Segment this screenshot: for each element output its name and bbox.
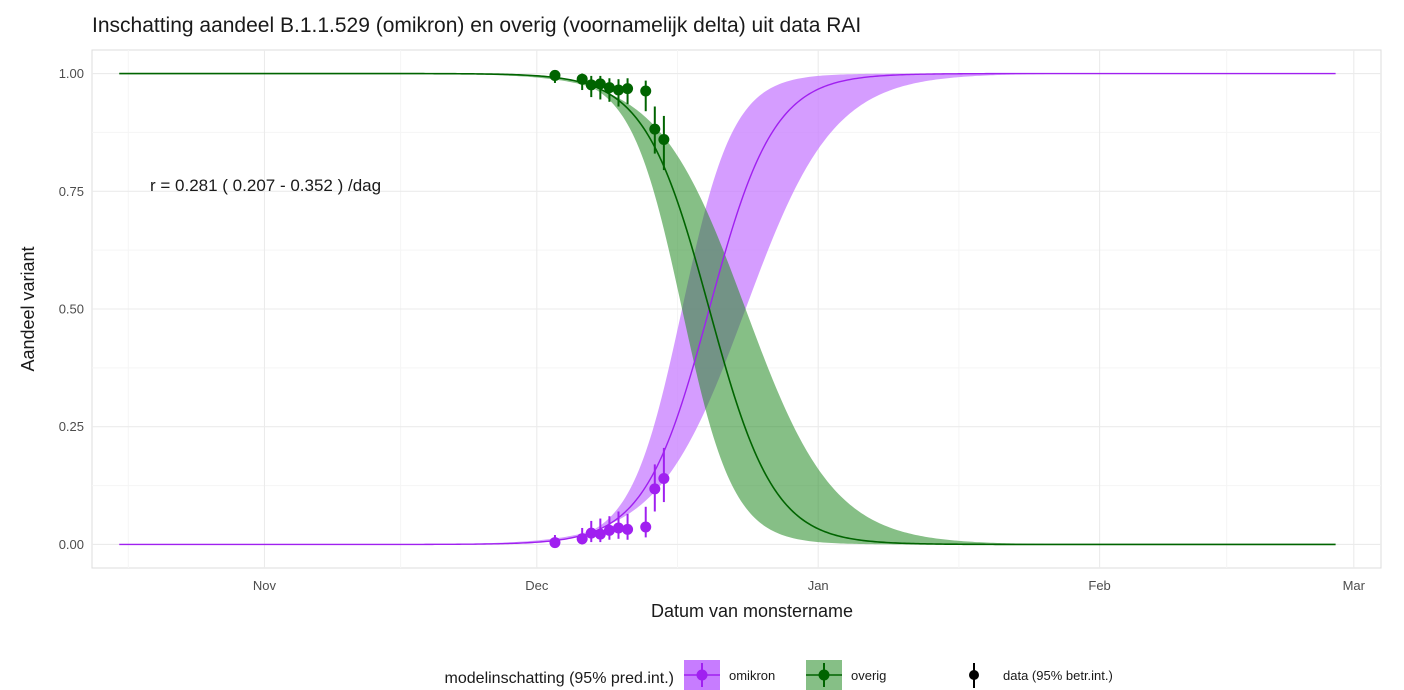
- point-overig: [585, 79, 597, 91]
- legend: modelinschatting (95% pred.int.) omikron…: [445, 660, 1113, 690]
- y-tick-label: 0.25: [59, 419, 84, 434]
- x-tick-label: Nov: [253, 578, 277, 593]
- data-points: [549, 69, 670, 549]
- point-omikron: [585, 527, 597, 539]
- point-omikron: [612, 522, 624, 534]
- y-tick-labels: 0.00 0.25 0.50 0.75 1.00: [59, 66, 84, 552]
- x-tick-label: Jan: [808, 578, 829, 593]
- point-omikron: [622, 523, 634, 535]
- point-overig: [612, 84, 624, 96]
- x-tick-labels: Nov Dec Jan Feb Mar: [253, 578, 1366, 593]
- legend-label-omikron: omikron: [729, 668, 775, 683]
- x-axis-label: Datum van monstername: [651, 601, 853, 621]
- point-omikron: [658, 473, 670, 485]
- point-overig: [649, 123, 661, 135]
- y-tick-label: 0.00: [59, 537, 84, 552]
- y-tick-label: 0.50: [59, 302, 84, 317]
- point-overig: [622, 83, 634, 95]
- curve-omikron: [119, 72, 1336, 546]
- legend-label-overig: overig: [851, 668, 886, 683]
- rate-annotation: r = 0.281 ( 0.207 - 0.352 ) /dag: [150, 176, 381, 195]
- curve-overig: [119, 72, 1336, 546]
- y-axis-label: Aandeel variant: [18, 246, 38, 371]
- legend-key-overig-dot: [818, 669, 830, 681]
- legend-label-data: data (95% betr.int.): [1003, 668, 1113, 683]
- band-overig: [119, 73, 1336, 545]
- prediction-bands: [119, 73, 1336, 545]
- y-tick-label: 0.75: [59, 184, 84, 199]
- x-tick-label: Mar: [1343, 578, 1366, 593]
- point-overig: [640, 85, 652, 97]
- point-omikron: [576, 533, 588, 545]
- model-curves: [119, 72, 1336, 546]
- y-tick-label: 1.00: [59, 66, 84, 81]
- chart-title: Inschatting aandeel B.1.1.529 (omikron) …: [92, 14, 861, 37]
- legend-key-data-dot: [969, 670, 979, 680]
- point-omikron: [594, 528, 606, 540]
- legend-title: modelinschatting (95% pred.int.): [445, 670, 674, 687]
- legend-key-omikron-dot: [696, 669, 708, 681]
- point-omikron: [640, 521, 652, 533]
- point-omikron: [603, 524, 615, 536]
- point-overig: [603, 82, 615, 94]
- point-overig: [658, 133, 670, 145]
- point-omikron: [649, 483, 661, 495]
- point-overig: [549, 69, 561, 81]
- point-omikron: [549, 537, 561, 549]
- x-tick-label: Dec: [525, 578, 549, 593]
- point-overig: [576, 73, 588, 85]
- x-tick-label: Feb: [1088, 578, 1110, 593]
- point-overig: [594, 78, 606, 90]
